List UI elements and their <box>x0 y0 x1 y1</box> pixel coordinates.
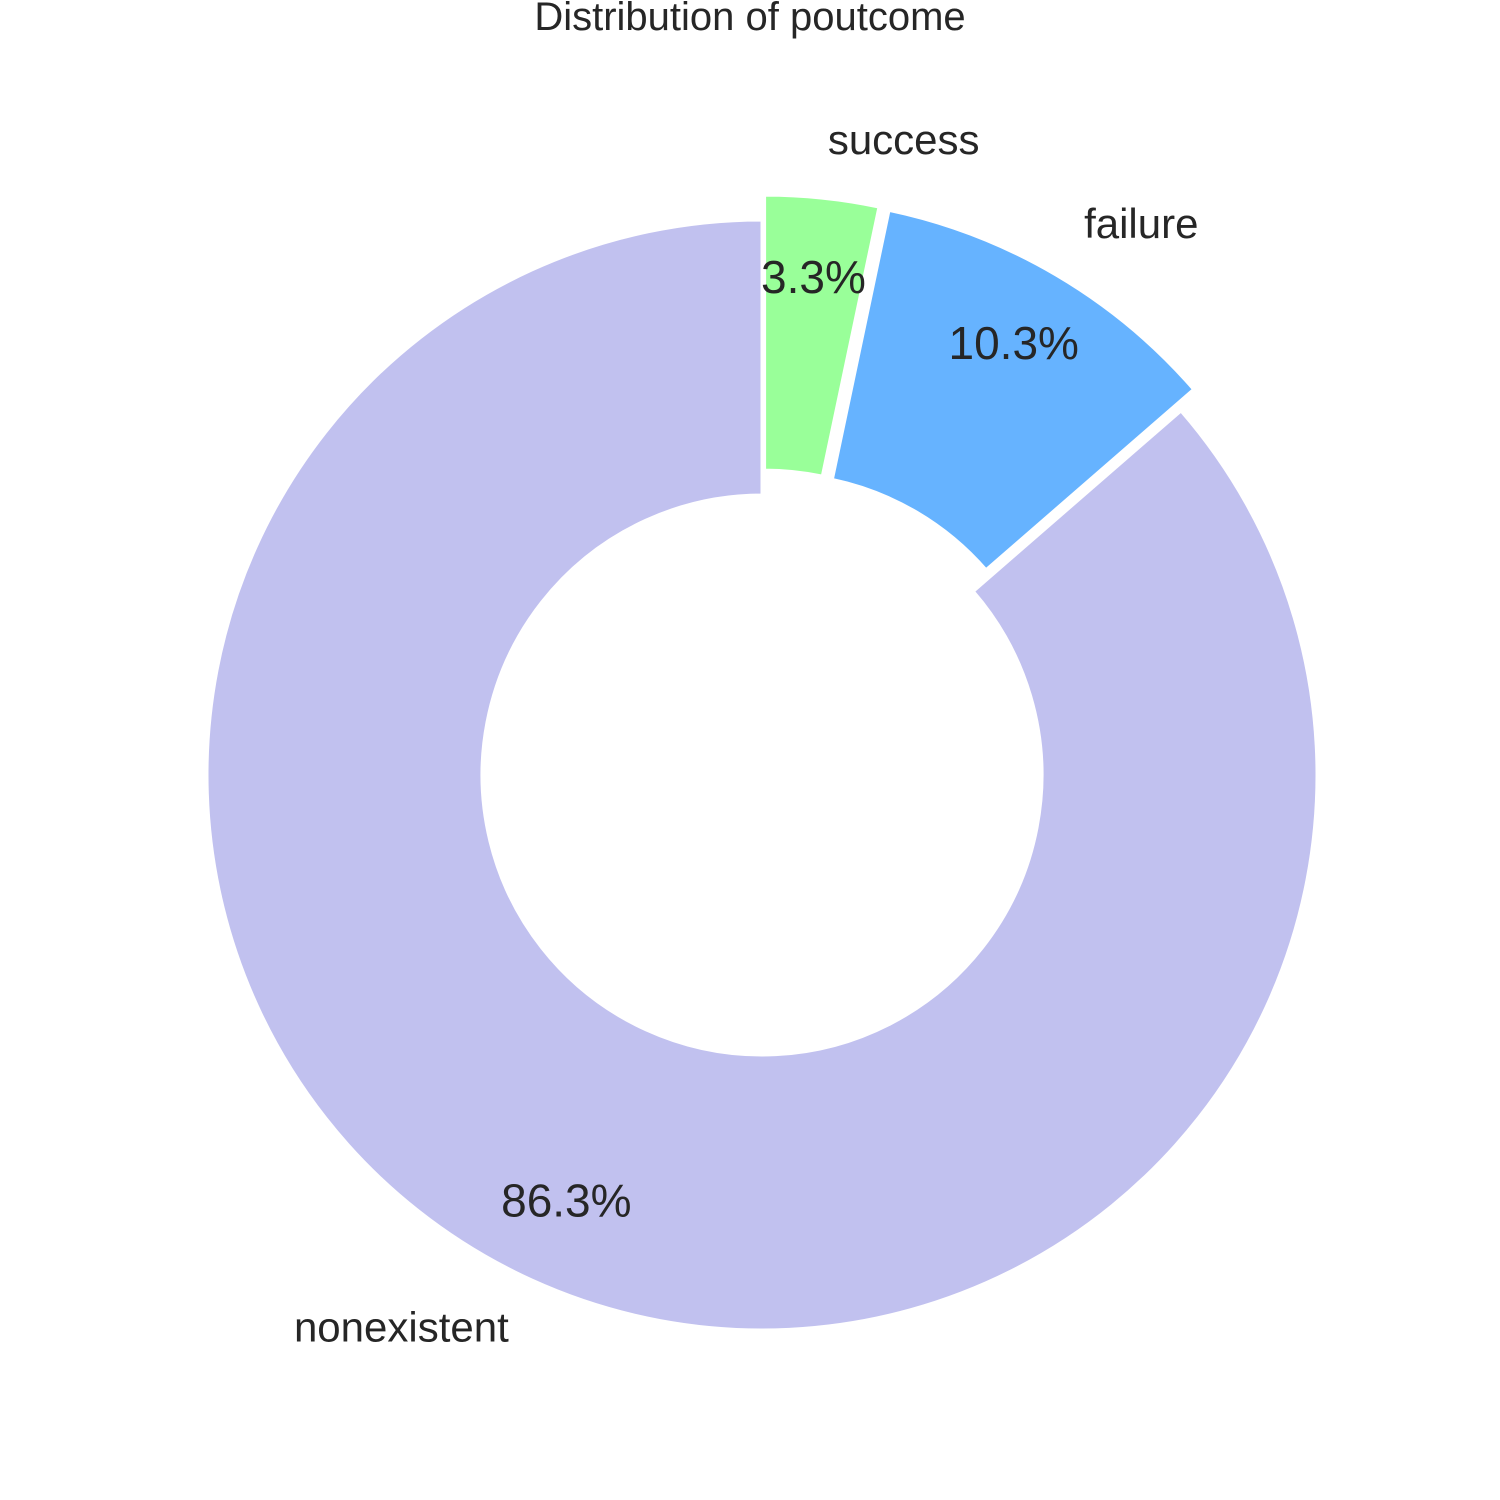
slice-label-success: success <box>828 116 980 163</box>
slice-success <box>763 193 881 478</box>
slice-pct-failure: 10.3% <box>949 317 1079 369</box>
slices-group <box>205 193 1319 1332</box>
slice-failure <box>830 208 1196 572</box>
labels-group: nonexistent 86.3% failure 10.3% success 3.3% <box>294 116 1199 1351</box>
slice-pct-nonexistent: 86.3% <box>501 1174 631 1226</box>
slice-label-failure: failure <box>1084 200 1198 247</box>
chart-title: Distribution of poutcome <box>534 0 965 39</box>
slice-nonexistent <box>205 218 1319 1332</box>
slice-label-nonexistent: nonexistent <box>294 1304 509 1351</box>
slice-pct-success: 3.3% <box>761 251 866 303</box>
